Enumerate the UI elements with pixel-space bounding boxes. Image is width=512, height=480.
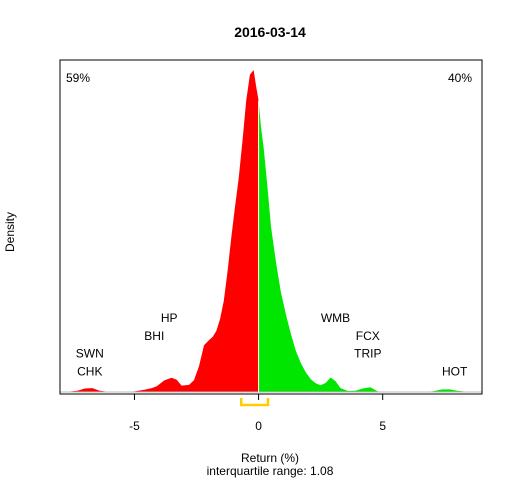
negative-density-area	[65, 70, 259, 392]
annotation-hot: HOT	[442, 364, 468, 378]
annotation-swn: SWN	[76, 347, 104, 361]
pct-negative-label: 59%	[66, 71, 90, 85]
annotation-chk: CHK	[77, 364, 102, 378]
chart-title: 2016-03-14	[234, 24, 306, 40]
x-axis-label: Return (%)	[241, 451, 299, 465]
annotation-wmb: WMB	[321, 311, 350, 325]
positive-density-area	[258, 100, 480, 392]
plot-frame	[59, 59, 483, 395]
x-tick-label: -5	[129, 419, 140, 433]
pct-positive-label: 40%	[448, 71, 472, 85]
x-tick-label: 0	[255, 419, 262, 433]
annotation-bhi: BHI	[144, 329, 164, 343]
y-axis-label: Density	[3, 212, 17, 252]
ticker-annotations: SWN CHK BHI HP WMB FCX TRIP HOT	[76, 311, 468, 379]
chart-subtitle: interquartile range: 1.08	[207, 464, 334, 478]
iqr-bracket	[239, 398, 270, 407]
annotation-fcx: FCX	[356, 329, 380, 343]
annotation-trip: TRIP	[354, 347, 381, 361]
x-axis: -5 0 5	[129, 394, 386, 433]
density-areas	[60, 70, 482, 393]
annotation-hp: HP	[161, 311, 178, 325]
x-tick-label: 5	[379, 419, 386, 433]
